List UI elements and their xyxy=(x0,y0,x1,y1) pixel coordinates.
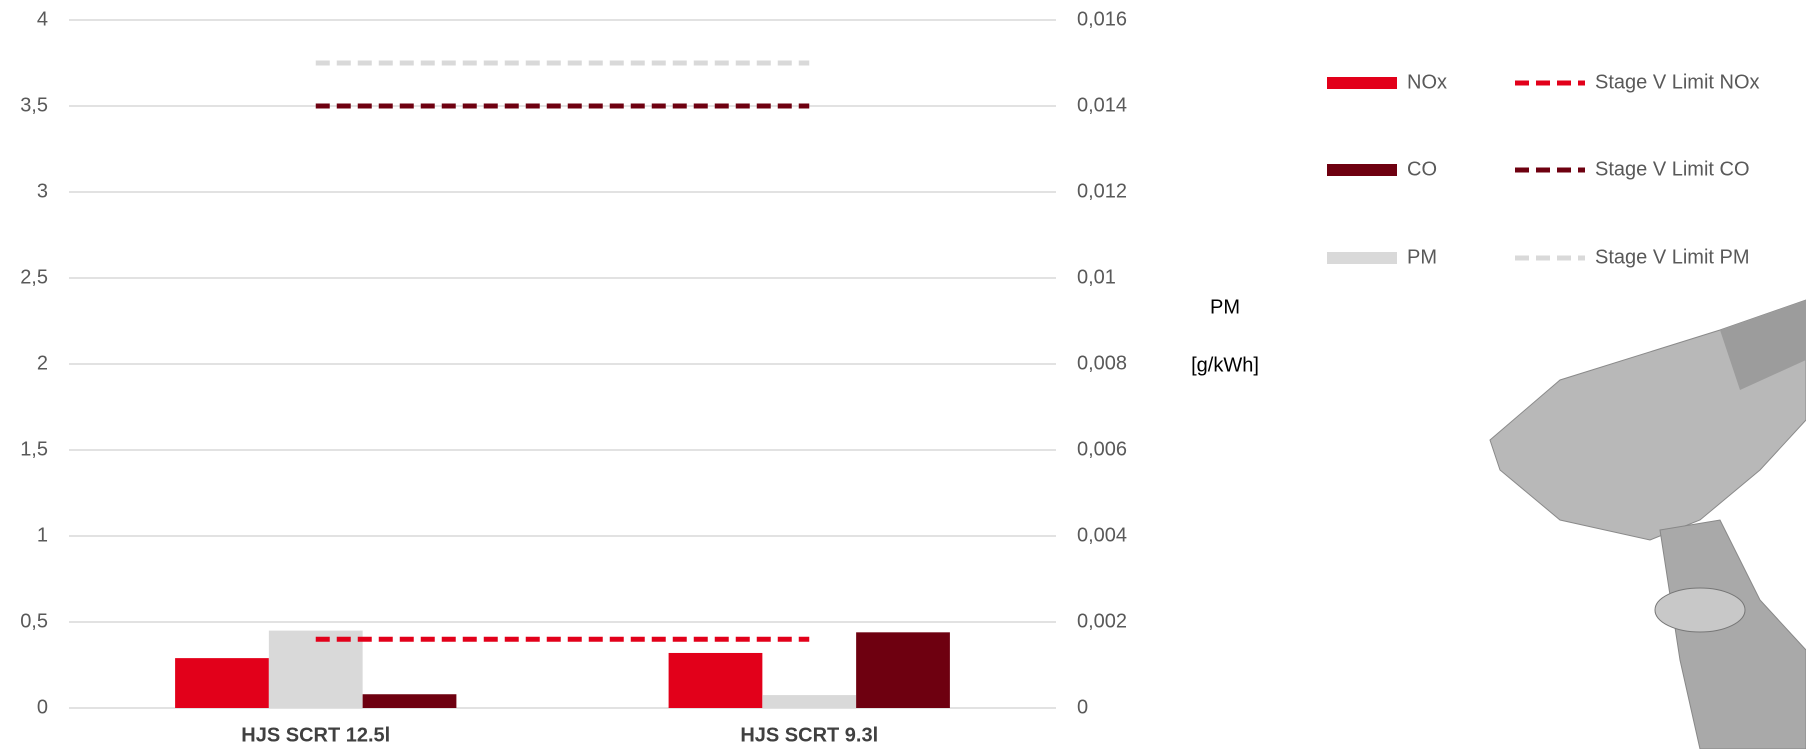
legend-swatch xyxy=(1327,77,1397,89)
bar xyxy=(856,632,950,708)
y-tick-label: 2,5 xyxy=(20,266,48,288)
y2-axis-label: PM xyxy=(1210,296,1240,318)
bar xyxy=(268,630,363,708)
legend-label: Stage V Limit PM xyxy=(1595,246,1750,268)
y2-tick-label: 0,006 xyxy=(1077,438,1127,460)
y-tick-label: 0,5 xyxy=(20,610,48,632)
legend-label: Stage V Limit NOx xyxy=(1595,71,1760,93)
legend-label: PM xyxy=(1407,246,1437,268)
y-tick-label: 0 xyxy=(37,696,48,718)
y2-tick-label: 0,002 xyxy=(1077,610,1127,632)
y-tick-label: 3 xyxy=(37,180,48,202)
y2-tick-label: 0 xyxy=(1077,696,1088,718)
bar xyxy=(762,695,857,708)
bar xyxy=(175,658,269,708)
y2-tick-label: 0,012 xyxy=(1077,180,1127,202)
y2-tick-label: 0,008 xyxy=(1077,352,1127,374)
y-tick-label: 3,5 xyxy=(20,94,48,116)
y-tick-label: 1 xyxy=(37,524,48,546)
legend-label: NOx xyxy=(1407,71,1447,93)
x-tick-label: HJS SCRT 12.5l xyxy=(241,724,390,746)
y2-tick-label: 0,014 xyxy=(1077,94,1127,116)
legend-label: Stage V Limit CO xyxy=(1595,158,1750,180)
y-tick-label: 2 xyxy=(37,352,48,374)
legend-label: CO xyxy=(1407,158,1437,180)
x-tick-label: HJS SCRT 9.3l xyxy=(740,724,878,746)
y2-tick-label: 0,01 xyxy=(1077,266,1116,288)
y2-tick-label: 0,016 xyxy=(1077,8,1127,30)
legend-swatch xyxy=(1327,164,1397,176)
y2-tick-label: 0,004 xyxy=(1077,524,1127,546)
y-tick-label: 4 xyxy=(37,8,48,30)
legend-swatch xyxy=(1327,252,1397,264)
bar xyxy=(668,652,763,708)
y-tick-label: 1,5 xyxy=(20,438,48,460)
bar xyxy=(362,694,457,708)
product-photo xyxy=(1489,299,1806,749)
y2-axis-unit: [g/kWh] xyxy=(1191,354,1259,376)
